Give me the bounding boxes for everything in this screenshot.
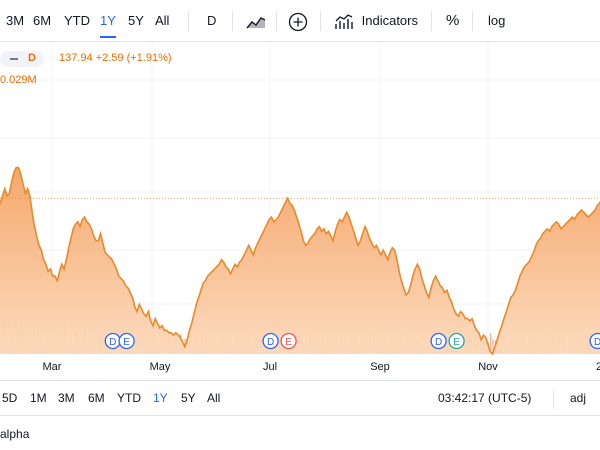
range-3m-button[interactable]: 3M	[6, 13, 25, 28]
x-tick-label: 202	[596, 361, 600, 373]
range-1y-button[interactable]: 1Y	[100, 0, 116, 42]
dividend-marker[interactable]: D	[262, 332, 279, 350]
marker-circle	[280, 332, 297, 350]
time-readout: 03:42:17 (UTC-5)	[438, 391, 532, 405]
dividend-marker[interactable]: D	[589, 332, 600, 350]
log-button[interactable]: log	[488, 13, 506, 28]
range-5y-button[interactable]: 5Y	[128, 13, 144, 28]
range-all-button[interactable]: All	[207, 391, 221, 405]
compare-button[interactable]	[288, 0, 308, 42]
marker-circle	[430, 332, 447, 350]
range-ytd-button[interactable]: YTD	[64, 13, 90, 28]
toolbar-divider	[232, 11, 233, 31]
percent-button[interactable]: %	[446, 12, 460, 29]
price-area	[0, 167, 600, 354]
top-toolbar: 3M 6M YTD 1Y 5Y All D Indicators % log	[0, 0, 600, 42]
marker-label: E	[285, 337, 292, 348]
marker-circle	[448, 332, 465, 350]
volume-bar	[492, 339, 494, 354]
marker-label: D	[109, 337, 116, 348]
chart-style-button[interactable]	[246, 0, 266, 42]
indicators-label: Indicators	[361, 13, 418, 28]
dividend-marker[interactable]: D	[104, 332, 121, 350]
minus-icon	[10, 58, 18, 60]
dividend-marker[interactable]: D	[430, 332, 447, 350]
x-tick-label: Nov	[478, 361, 498, 373]
plus-circle-icon	[288, 12, 308, 31]
range-6m-button[interactable]: 6M	[88, 391, 105, 405]
toolbar-divider	[431, 11, 432, 31]
marker-label: D	[594, 337, 600, 348]
marker-label: D	[435, 337, 442, 348]
x-axis-labels: Mar May Jul Sep Nov 202	[43, 361, 600, 373]
indicators-icon	[335, 13, 353, 29]
range-5y-button[interactable]: 5Y	[181, 391, 196, 405]
earnings-marker[interactable]: E	[448, 332, 465, 350]
indicators-button[interactable]: Indicators	[334, 0, 418, 42]
range-6m-button[interactable]: 6M	[33, 13, 52, 28]
interval-badge: D	[28, 52, 36, 64]
range-ytd-button[interactable]: YTD	[117, 391, 141, 405]
range-bar-divider	[553, 389, 554, 409]
toolbar-divider	[276, 11, 277, 31]
earnings-marker[interactable]: E	[118, 332, 135, 350]
toolbar-divider	[320, 11, 321, 31]
marker-label: E	[453, 337, 460, 348]
toolbar-divider	[472, 11, 473, 31]
toolbar-divider	[188, 11, 189, 31]
interval-button[interactable]: D	[207, 13, 217, 28]
volume-readout: 0.029M	[0, 74, 37, 86]
x-tick-label: May	[150, 361, 171, 373]
range-1y-button[interactable]: 1Y	[153, 391, 168, 405]
range-bar: 5D 1M 3M 6M YTD 1Y 5Y All 03:42:17 (UTC-…	[0, 380, 600, 416]
x-tick-label: Jul	[263, 361, 277, 373]
symbol-pill[interactable]	[0, 51, 44, 67]
x-tick-label: Mar	[43, 361, 62, 373]
marker-circle	[589, 332, 600, 350]
marker-circle	[118, 332, 135, 350]
adj-button[interactable]: adj	[570, 391, 587, 405]
area-chart-icon	[246, 16, 266, 29]
range-5d-button[interactable]: 5D	[2, 391, 18, 405]
x-tick-label: Sep	[370, 361, 390, 373]
footer-label: alpha	[0, 427, 30, 441]
marker-circle	[262, 332, 279, 350]
range-3m-button[interactable]: 3M	[58, 391, 75, 405]
marker-label: E	[123, 337, 130, 348]
range-all-button[interactable]: All	[155, 13, 170, 28]
price-readout: 137.94 +2.59 (+1.91%)	[59, 52, 172, 64]
earnings-marker[interactable]: E	[280, 332, 297, 350]
price-line	[0, 166, 600, 356]
marker-label: D	[267, 337, 274, 348]
volume-bar	[490, 333, 492, 354]
range-1m-button[interactable]: 1M	[30, 391, 47, 405]
